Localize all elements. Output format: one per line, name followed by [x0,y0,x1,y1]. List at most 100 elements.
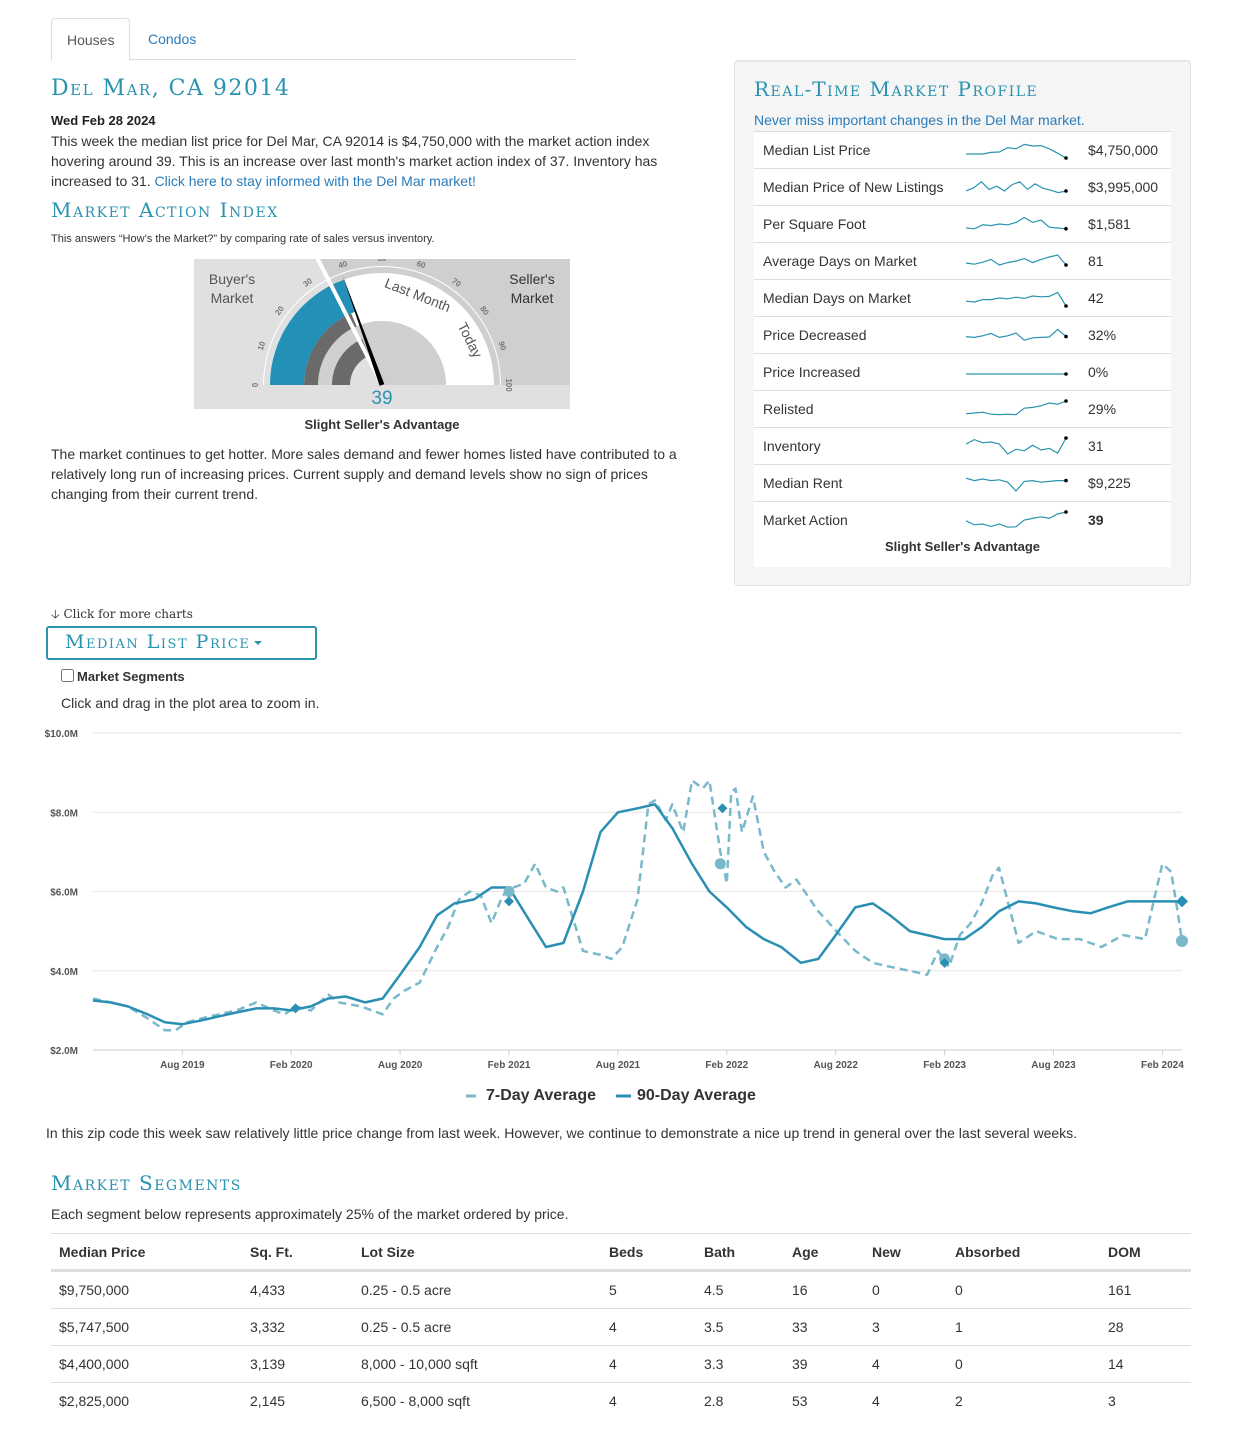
sparkline-end-dot [1064,372,1068,376]
series-7-day-marker [714,858,726,870]
table-cell: 39 [792,1356,808,1372]
table-cell: 28 [1108,1319,1124,1335]
sparkline [966,399,1068,416]
market-profile-panel: Real-Time Market Profile Never miss impo… [734,60,1191,586]
stay-informed-link[interactable]: Click here to stay informed with the Del… [154,173,476,189]
profile-row-value: 42 [1088,290,1104,306]
gauge-tick-label: 50 [378,259,387,263]
table-cell: 33 [792,1319,808,1335]
sparkline-line [966,400,1067,416]
market-summary: This week the median list price for Del … [51,131,681,191]
x-tick-label: Aug 2023 [1031,1060,1076,1071]
profile-row: Median List Price $4,750,000 [754,131,1171,168]
table-cell: 4 [609,1319,617,1335]
sparkline [966,254,1068,267]
segments-subtitle: Each segment below represents approximat… [51,1206,569,1222]
sparkline-line [966,181,1067,194]
table-cell: 4.5 [704,1282,724,1298]
table-cell: 4 [872,1356,880,1372]
profile-row: Per Square Foot $1,581 [754,205,1171,242]
chart-selector-label: Median List Price [65,631,251,653]
report-date: Wed Feb 28 2024 [51,113,156,128]
gauge-inner-ring [318,321,446,385]
market-segments-toggle[interactable]: Market Segments [61,669,185,684]
sparkline [966,291,1068,308]
profile-row-value: 39 [1088,512,1104,528]
profile-row-label: Relisted [763,401,814,417]
table-cell: 3.3 [704,1356,724,1372]
gauge-tick-label: 10 [256,340,267,352]
column-header: Lot Size [361,1244,415,1260]
table-cell: 0 [955,1356,963,1372]
series-90-day-marker [503,896,514,907]
gauge-caption: Slight Seller's Advantage [304,417,460,432]
chart-selector-dropdown[interactable]: Median List Price [46,626,317,660]
table-cell: 4,433 [250,1282,286,1298]
sparkline-line [966,143,1067,159]
arrow-down-icon: 🡣 [51,607,60,621]
sparkline-line [966,291,1067,307]
profile-row: Average Days on Market 81 [754,242,1171,279]
profile-row: Market Action 39 [754,501,1171,538]
series-7-day-marker [503,886,515,897]
x-tick-label: Aug 2020 [378,1060,423,1071]
profile-row-value: $3,995,000 [1088,179,1159,195]
table-row: $4,400,000 3,139 8,000 - 10,000 sqft 4 3.3 39… [51,1345,1191,1382]
profile-row-value: $4,750,000 [1088,142,1159,158]
sparkline-line [966,477,1066,492]
profile-alert-link[interactable]: Never miss important changes in the Del … [754,112,1085,128]
series-90-day-marker [717,803,728,814]
buyers-label-2: Market [211,290,254,306]
profile-row: Inventory 31 [754,427,1171,464]
series-90-day-marker [939,957,950,968]
market-segments-checkbox[interactable] [61,669,74,682]
y-tick-label: $10.0M [45,729,78,740]
chart-legend[interactable]: 7-Day Average 90-Day Average [466,1087,756,1104]
market-segments-toggle-label: Market Segments [77,669,185,684]
sparkline-end-dot [1064,227,1068,231]
profile-row-value: 29% [1088,401,1117,417]
table-cell: 3.5 [704,1319,724,1335]
profile-row-label: Price Decreased [763,327,867,343]
gauge-tick-label: 20 [273,304,286,317]
sparkline-end-dot [1064,334,1068,339]
x-tick-label: Aug 2022 [813,1060,858,1071]
x-tick-label: Feb 2022 [705,1060,748,1071]
legend-7-day-label[interactable]: 7-Day Average [486,1087,596,1104]
gauge-tick-label: 90 [497,340,508,352]
profile-row-value: 81 [1088,253,1104,269]
profile-row-label: Inventory [763,438,821,454]
sparkline [966,328,1068,341]
median-list-price-chart[interactable]: $2.0M $4.0M $6.0M $8.0M $10.0M Aug 2019 Feb 20… [36,720,1196,1110]
buyers-label-1: Buyer's [209,271,255,287]
table-cell: 0 [955,1282,963,1298]
sparkline [966,372,1068,376]
profile-row: Price Decreased 32% [754,316,1171,353]
x-tick-label: Feb 2021 [488,1060,531,1071]
profile-row: Median Days on Market 42 [754,279,1171,316]
x-tick-label: Aug 2021 [596,1060,641,1071]
segments-title: Market Segments [51,1171,242,1195]
profile-row-label: Median Price of New Listings [763,179,944,195]
sparkline [966,436,1068,455]
series-90-day-marker [290,1003,301,1014]
profile-row: Median Price of New Listings $3,995,000 [754,168,1171,205]
y-tick-label: $4.0M [50,967,78,978]
sparkline-end-dot [1064,478,1068,483]
column-header: Median Price [59,1244,146,1260]
profile-row-label: Average Days on Market [763,253,917,269]
sparkline [966,510,1068,528]
profile-row-value: 32% [1088,327,1117,343]
tab-condos[interactable]: Condos [148,31,197,47]
profile-title: Real-Time Market Profile [754,77,1039,101]
market-action-title: Market Action Index [51,198,279,222]
column-header: New [872,1244,901,1260]
tab-houses[interactable]: Houses [51,18,130,61]
segments-header-row: Median Price Sq. Ft. Lot Size Beds Bath Age Ne… [51,1233,1191,1271]
table-cell: 3,332 [250,1319,286,1335]
summary-text: This week the median list price for Del … [51,133,658,189]
legend-90-day-label[interactable]: 90-Day Average [637,1087,756,1104]
sparkline-line [966,216,1067,230]
today-arc [270,279,356,385]
